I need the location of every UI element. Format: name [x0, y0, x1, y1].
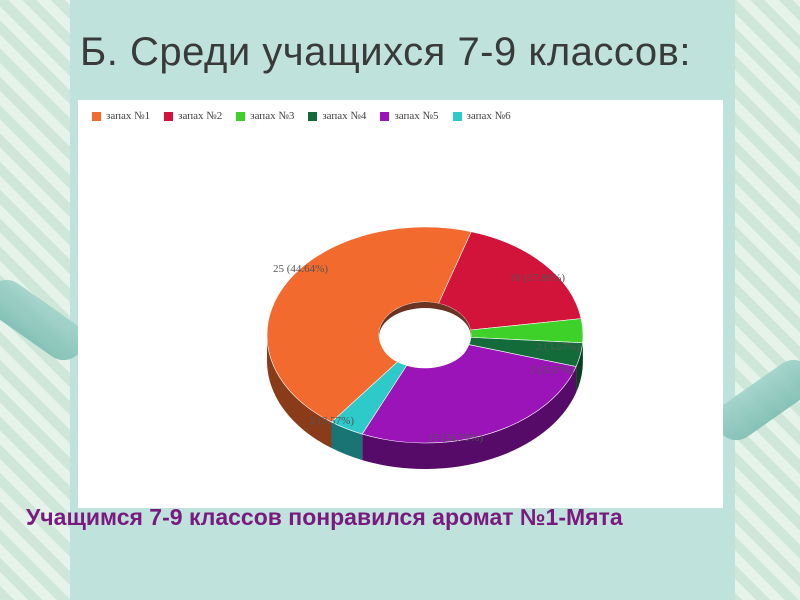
right-decorative-border	[728, 0, 800, 600]
slice-side-6	[331, 422, 363, 461]
legend-label-1: запах №1	[106, 110, 151, 122]
data-label-6: 2 (3.57%)	[310, 415, 354, 427]
data-label-3: 2 (3.57%)	[536, 341, 580, 353]
chart-legend: запах №1 запах №2 запах №3 запах №4 запах №5…	[92, 110, 511, 122]
legend-item-6: запах №6	[452, 110, 511, 122]
legend-label-6: запах №6	[466, 110, 511, 122]
legend-item-3: запах №3	[236, 110, 294, 122]
legend-label-2: запах №2	[178, 110, 223, 122]
legend-item-1: запах №1	[92, 110, 150, 122]
legend-swatch-3	[236, 111, 246, 121]
legend-item-2: запах №2	[164, 110, 222, 122]
legend-item-5: запах №5	[380, 110, 439, 122]
slide-caption: Учащимся 7-9 классов понравился аромат №…	[26, 504, 623, 530]
legend-swatch-5	[380, 111, 390, 121]
data-label-5: 15 (26.79%)	[428, 432, 483, 444]
slice-side-1	[267, 335, 332, 449]
legend-swatch-4	[308, 111, 318, 121]
slice-1	[266, 226, 472, 423]
slice-side-5	[362, 366, 577, 470]
slide-title: Б. Среди учащихся 7-9 классов:	[80, 30, 691, 74]
donut-hole	[381, 314, 469, 368]
legend-label-4: запах №4	[322, 110, 367, 122]
data-label-1: 25 (44.64%)	[273, 263, 328, 275]
slice-side-4	[576, 342, 583, 393]
legend-label-5: запах №5	[394, 110, 439, 122]
donut-chart: 25 (44.64%) 10 (17.86%) 2 (3.57%) 2 (3.57%)…	[266, 226, 584, 470]
legend-swatch-6	[452, 111, 462, 121]
legend-swatch-2	[164, 111, 174, 121]
legend-swatch-1	[92, 111, 101, 121]
data-label-2: 10 (17.86%)	[510, 272, 565, 284]
legend-label-3: запах №3	[250, 110, 295, 122]
chart-area: запах №1 запах №2 запах №3 запах №4 запах №5…	[78, 100, 723, 508]
donut-hole-wall	[379, 302, 471, 337]
legend-item-4: запах №4	[308, 110, 366, 122]
data-label-4: 2 (3.57%)	[530, 364, 574, 376]
